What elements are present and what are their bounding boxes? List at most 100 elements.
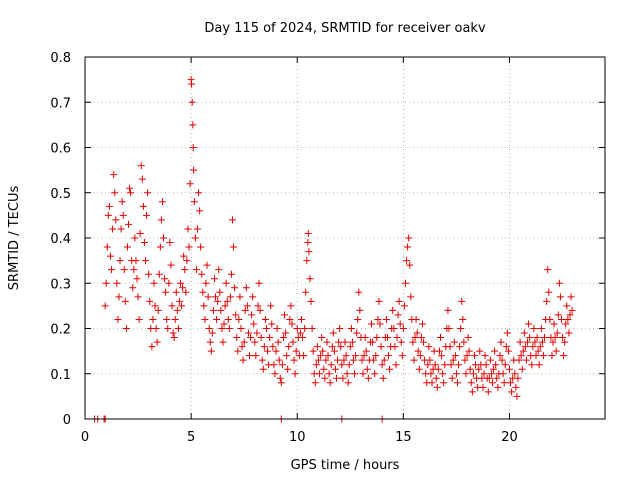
data-point bbox=[355, 288, 363, 296]
data-point bbox=[197, 243, 205, 251]
data-point bbox=[282, 329, 290, 337]
data-point bbox=[363, 365, 371, 373]
data-point bbox=[104, 211, 112, 219]
data-point bbox=[326, 379, 334, 387]
data-point bbox=[522, 356, 530, 364]
data-point bbox=[111, 189, 119, 197]
data-point bbox=[412, 315, 420, 323]
data-point bbox=[188, 98, 196, 106]
data-point bbox=[226, 293, 234, 301]
data-point bbox=[203, 261, 211, 269]
data-point bbox=[131, 234, 139, 242]
data-point bbox=[536, 343, 544, 351]
data-point bbox=[397, 338, 405, 346]
data-point bbox=[177, 279, 185, 287]
data-point bbox=[434, 365, 442, 373]
data-point bbox=[201, 315, 209, 323]
data-point bbox=[308, 325, 316, 332]
data-point bbox=[243, 302, 251, 310]
data-point bbox=[215, 266, 223, 274]
data-point bbox=[273, 325, 281, 332]
data-point bbox=[233, 334, 241, 342]
data-point bbox=[209, 306, 217, 314]
y-tick-label: 0.5 bbox=[50, 187, 71, 202]
data-point bbox=[239, 356, 247, 364]
data-point bbox=[229, 216, 237, 224]
data-point bbox=[484, 388, 492, 396]
data-point bbox=[148, 343, 156, 351]
data-point bbox=[548, 352, 556, 360]
data-point bbox=[545, 288, 553, 296]
data-point bbox=[389, 306, 397, 314]
data-point bbox=[238, 343, 246, 351]
data-point bbox=[386, 365, 394, 373]
data-point bbox=[470, 352, 478, 360]
data-point bbox=[283, 352, 291, 360]
data-point bbox=[341, 338, 349, 346]
data-point bbox=[144, 189, 152, 197]
data-point bbox=[413, 329, 421, 337]
data-point bbox=[424, 361, 432, 369]
data-point bbox=[101, 302, 109, 310]
data-point bbox=[538, 338, 546, 346]
data-point bbox=[487, 370, 495, 378]
data-point bbox=[241, 306, 249, 314]
data-point bbox=[309, 347, 317, 355]
data-point bbox=[375, 297, 383, 305]
data-point bbox=[305, 248, 313, 256]
data-point bbox=[566, 311, 574, 319]
data-point bbox=[189, 121, 197, 129]
data-point bbox=[143, 211, 151, 219]
data-point bbox=[394, 311, 402, 319]
data-point bbox=[154, 306, 162, 314]
data-point bbox=[354, 315, 362, 323]
data-point bbox=[496, 352, 504, 360]
data-point bbox=[531, 338, 539, 346]
data-point bbox=[245, 352, 253, 360]
data-point bbox=[191, 234, 199, 242]
data-point bbox=[202, 279, 210, 287]
data-point bbox=[261, 315, 269, 323]
data-point bbox=[119, 211, 127, 219]
data-point bbox=[115, 293, 123, 301]
data-point bbox=[432, 374, 440, 382]
data-point bbox=[516, 338, 524, 346]
data-point bbox=[288, 320, 296, 328]
data-point bbox=[356, 306, 364, 314]
data-point bbox=[140, 239, 148, 247]
data-point bbox=[546, 315, 554, 323]
data-point bbox=[304, 229, 312, 237]
data-point bbox=[401, 279, 409, 287]
data-point bbox=[362, 347, 370, 355]
y-tick-label: 0.8 bbox=[50, 51, 71, 66]
data-point bbox=[208, 329, 216, 337]
data-point bbox=[463, 352, 471, 360]
data-point bbox=[193, 225, 201, 233]
data-point bbox=[183, 257, 191, 265]
data-point bbox=[377, 343, 385, 351]
data-point bbox=[174, 325, 182, 332]
data-point bbox=[299, 334, 307, 342]
data-point bbox=[403, 257, 411, 265]
data-point bbox=[231, 284, 239, 292]
data-point bbox=[440, 379, 448, 387]
data-point bbox=[467, 379, 475, 387]
data-point bbox=[281, 311, 289, 319]
data-point bbox=[374, 315, 382, 323]
data-point bbox=[250, 320, 258, 328]
data-point bbox=[122, 325, 130, 332]
data-point bbox=[459, 315, 467, 323]
data-point bbox=[113, 279, 121, 287]
data-point bbox=[520, 329, 528, 337]
data-point bbox=[351, 370, 359, 378]
data-point bbox=[213, 315, 221, 323]
y-axis-label: SRMTID / TECUs bbox=[7, 186, 22, 291]
data-point bbox=[489, 379, 497, 387]
data-point bbox=[321, 374, 329, 382]
data-point bbox=[285, 343, 293, 351]
data-point bbox=[342, 352, 350, 360]
data-point bbox=[521, 343, 529, 351]
data-point bbox=[164, 325, 172, 332]
data-point bbox=[185, 243, 193, 251]
data-point bbox=[328, 343, 336, 351]
